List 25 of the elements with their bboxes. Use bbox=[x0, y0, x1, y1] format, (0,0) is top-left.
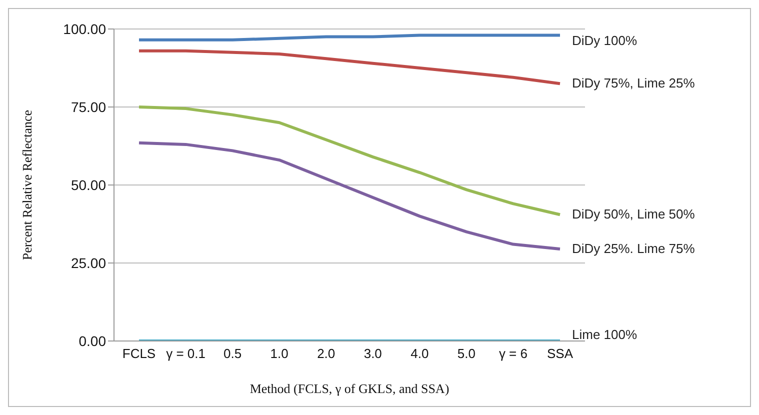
x-tick-label: γ = 0.1 bbox=[166, 346, 206, 362]
x-tick-label: 1.0 bbox=[270, 346, 288, 362]
x-tick-label: 0.5 bbox=[224, 346, 242, 362]
series-label: Lime 100% bbox=[572, 327, 638, 342]
x-tick-label: 4.0 bbox=[410, 346, 429, 362]
x-tick-label: SSA bbox=[546, 346, 574, 362]
y-tick-label: 100.00 bbox=[63, 20, 106, 37]
x-tick-label: 3.0 bbox=[364, 346, 382, 362]
line-series bbox=[138, 106, 562, 216]
y-tick-label: 0.00 bbox=[78, 332, 106, 349]
x-tick-label: γ = 6 bbox=[498, 346, 528, 362]
x-tick-label: 2.0 bbox=[317, 346, 336, 362]
y-tick-label: 50.00 bbox=[70, 176, 106, 193]
series-label: DiDy 100% bbox=[572, 33, 638, 48]
y-tick-label: 25.00 bbox=[70, 254, 106, 271]
series-label: DiDy 25%. Lime 75% bbox=[572, 240, 696, 256]
x-axis-title: Method (FCLS, γ of GKLS, and SSA) bbox=[250, 381, 450, 396]
y-tick-label: 75.00 bbox=[70, 98, 106, 115]
x-tick-label: 5.0 bbox=[457, 346, 476, 362]
x-tick-label: FCLS bbox=[122, 346, 156, 362]
series-label: DiDy 50%, Lime 50% bbox=[572, 206, 696, 222]
line-series bbox=[138, 49, 562, 86]
series-label: DiDy 75%, Lime 25% bbox=[572, 76, 696, 91]
y-axis-title: Percent Relative Reflectance bbox=[20, 110, 35, 260]
line-series bbox=[138, 141, 562, 250]
